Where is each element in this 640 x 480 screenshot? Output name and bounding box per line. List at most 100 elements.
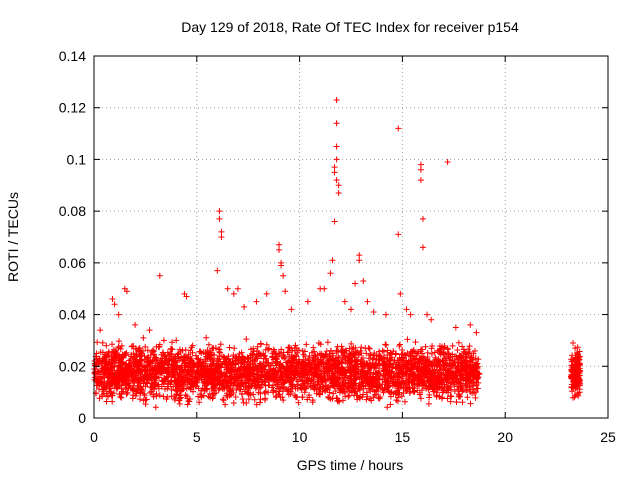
data-point: [104, 361, 111, 368]
data-point: [196, 361, 203, 368]
data-point: [419, 346, 426, 353]
data-point: [164, 377, 171, 384]
data-point: [427, 381, 434, 388]
y-tick-label: 0.06: [59, 255, 86, 271]
data-point: [356, 376, 363, 383]
data-point: [146, 327, 153, 334]
data-point: [257, 341, 264, 348]
data-point: [319, 358, 326, 365]
y-axis-label: ROTI / TECUs: [5, 192, 21, 282]
data-point: [198, 366, 205, 373]
data-point: [424, 377, 431, 384]
data-point: [424, 349, 431, 356]
data-point: [136, 396, 143, 403]
data-point: [435, 384, 442, 391]
data-point: [275, 377, 281, 384]
data-point: [328, 363, 335, 370]
data-point: [94, 339, 101, 346]
data-point: [232, 394, 239, 401]
data-point: [215, 378, 222, 385]
data-point: [342, 393, 349, 400]
data-point: [428, 316, 435, 323]
data-point: [291, 392, 298, 399]
data-point: [326, 375, 333, 382]
data-point: [363, 378, 370, 385]
data-point: [307, 366, 314, 373]
data-point: [436, 393, 443, 400]
data-point: [312, 355, 319, 362]
data-point: [359, 393, 366, 400]
data-point: [226, 344, 233, 351]
data-point: [234, 285, 241, 292]
data-point: [317, 372, 324, 379]
data-point: [576, 353, 583, 360]
data-point: [203, 377, 210, 384]
data-point: [399, 358, 406, 365]
data-point: [346, 357, 353, 364]
data-point: [336, 398, 343, 405]
data-point: [274, 353, 281, 360]
data-point: [173, 362, 180, 369]
data-point: [234, 357, 241, 364]
data-point: [137, 375, 144, 382]
data-point: [353, 358, 360, 365]
data-point: [182, 392, 189, 399]
data-point: [156, 392, 163, 399]
data-point: [196, 399, 203, 406]
data-point: [147, 357, 154, 364]
data-point: [342, 382, 349, 389]
data-point: [398, 351, 405, 358]
data-point: [473, 376, 480, 383]
data-point: [455, 364, 462, 371]
data-point: [370, 374, 377, 381]
data-point: [201, 387, 208, 394]
data-point: [467, 375, 474, 382]
data-point: [262, 395, 269, 402]
data-point: [171, 353, 178, 360]
data-point: [198, 387, 205, 394]
data-point: [364, 298, 371, 305]
data-point: [333, 120, 340, 127]
data-point: [293, 381, 300, 388]
data-point: [229, 362, 236, 369]
data-point: [212, 368, 219, 375]
data-point: [380, 348, 387, 355]
data-point: [363, 389, 370, 396]
data-point: [220, 385, 227, 392]
data-point: [443, 371, 450, 378]
data-point: [164, 349, 171, 356]
data-point: [245, 362, 252, 369]
data-point: [123, 377, 130, 384]
data-point: [416, 357, 423, 364]
data-point: [380, 356, 387, 363]
data-point: [265, 362, 272, 369]
data-point: [456, 391, 463, 398]
data-point: [369, 383, 376, 390]
data-point: [379, 386, 386, 393]
data-point: [115, 345, 122, 352]
data-point: [162, 386, 169, 392]
data-point: [214, 365, 221, 372]
data-point: [399, 378, 406, 385]
data-point: [293, 359, 300, 366]
data-point: [384, 382, 391, 389]
data-point: [356, 385, 363, 392]
data-point: [179, 347, 186, 354]
data-point: [429, 361, 436, 368]
data-point: [275, 350, 282, 357]
data-point: [158, 383, 165, 390]
data-point: [262, 388, 269, 395]
data-point: [403, 362, 410, 369]
data-point: [574, 391, 581, 398]
data-point: [429, 343, 436, 350]
data-point: [335, 354, 342, 361]
data-point: [247, 354, 254, 361]
data-point: [298, 362, 305, 369]
data-point: [302, 353, 309, 360]
data-point: [321, 285, 328, 292]
data-point: [221, 370, 228, 377]
data-point: [192, 352, 199, 359]
data-point: [272, 360, 279, 367]
data-point: [317, 391, 324, 398]
data-point: [217, 341, 224, 348]
